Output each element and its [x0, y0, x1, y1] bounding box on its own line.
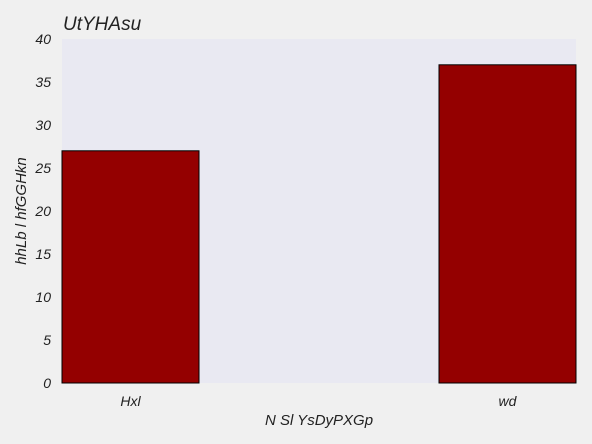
- y-tick-label: 25: [34, 160, 51, 176]
- chart-title: UtYHAsu: [63, 14, 142, 35]
- y-tick-label: 5: [43, 332, 51, 348]
- y-axis-label: hhLb l hfGGHkn: [13, 157, 30, 265]
- y-tick-label: 40: [35, 31, 51, 47]
- y-tick-label: 0: [43, 375, 51, 391]
- x-axis-ticks: Hxl wd: [120, 393, 517, 409]
- bar-group: [61, 64, 577, 384]
- x-tick-label: Hxl: [120, 393, 141, 409]
- y-tick-label: 10: [35, 289, 51, 305]
- y-tick-label: 35: [35, 74, 51, 90]
- y-tick-label: 15: [35, 246, 51, 262]
- y-tick-label: 20: [34, 203, 51, 219]
- y-axis-ticks: 0 5 10 15 20 25 30 35 40: [34, 31, 51, 391]
- x-tick-label: wd: [499, 393, 518, 409]
- x-axis-label: N Sl YsDyPXGp: [265, 412, 373, 429]
- bar-wd: [438, 64, 577, 384]
- y-tick-label: 30: [35, 117, 51, 133]
- bar-Hxl: [61, 150, 200, 384]
